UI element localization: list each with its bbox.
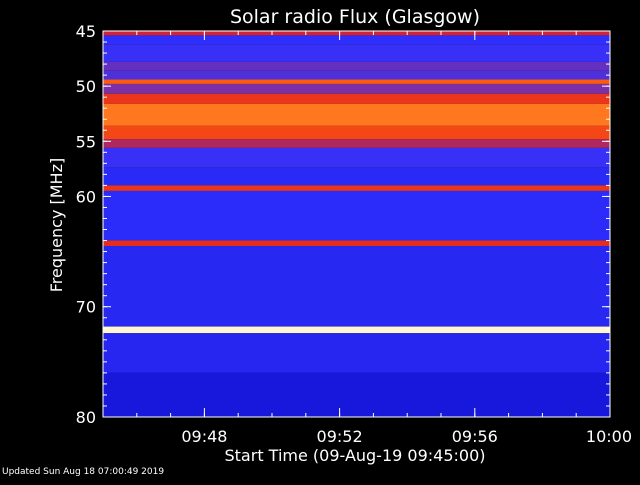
heatmap-band-4 [103,70,610,80]
heatmap-band-12 [103,167,610,186]
heatmap-bands [103,31,610,417]
x-tick-label-09:52: 09:52 [317,427,363,446]
heatmap-band-1 [103,35,610,45]
heatmap-band-17 [103,326,610,334]
heatmap-band-0 [103,31,610,36]
heatmap-band-16 [103,246,610,327]
heatmap-band-15 [103,240,610,247]
x-axis-label: Start Time (09-Aug-19 09:45:00) [225,446,486,465]
heatmap-band-10 [103,139,610,148]
x-tick-label-10:00: 10:00 [586,427,632,446]
y-tick-label-80: 80 [76,408,96,427]
heatmap-band-7 [103,93,610,104]
y-axis: 45 50 55 60 70 80 [76,22,610,427]
y-tick-label-45: 45 [76,22,96,41]
x-tick-label-09:56: 09:56 [452,427,498,446]
plot-frame [102,30,611,418]
y-tick-label-50: 50 [76,77,96,96]
heatmap-band-18 [103,333,610,373]
heatmap-band-2 [103,44,610,62]
heatmap-band-9 [103,125,610,140]
plot-border [102,30,611,418]
heatmap-band-13 [103,185,610,191]
y-tick-label-70: 70 [76,298,96,317]
heatmap-band-14 [103,190,610,241]
heatmap-band-8 [103,103,610,126]
x-tick-label-09:48: 09:48 [181,427,227,446]
heatmap-band-3 [103,61,610,71]
y-tick-label-55: 55 [76,132,96,151]
x-axis: 09:48 09:52 09:56 10:00 [102,31,632,446]
heatmap-band-19 [103,372,610,417]
y-tick-label-60: 60 [76,187,96,206]
heatmap-band-11 [103,147,610,168]
y-axis-label: Frequency [MHz] [47,158,66,292]
chart-title: Solar radio Flux (Glasgow) [230,6,480,28]
heatmap-band-5 [103,79,610,84]
updated-timestamp: Updated Sun Aug 18 07:00:49 2019 [2,467,165,477]
heatmap-band-6 [103,83,610,94]
